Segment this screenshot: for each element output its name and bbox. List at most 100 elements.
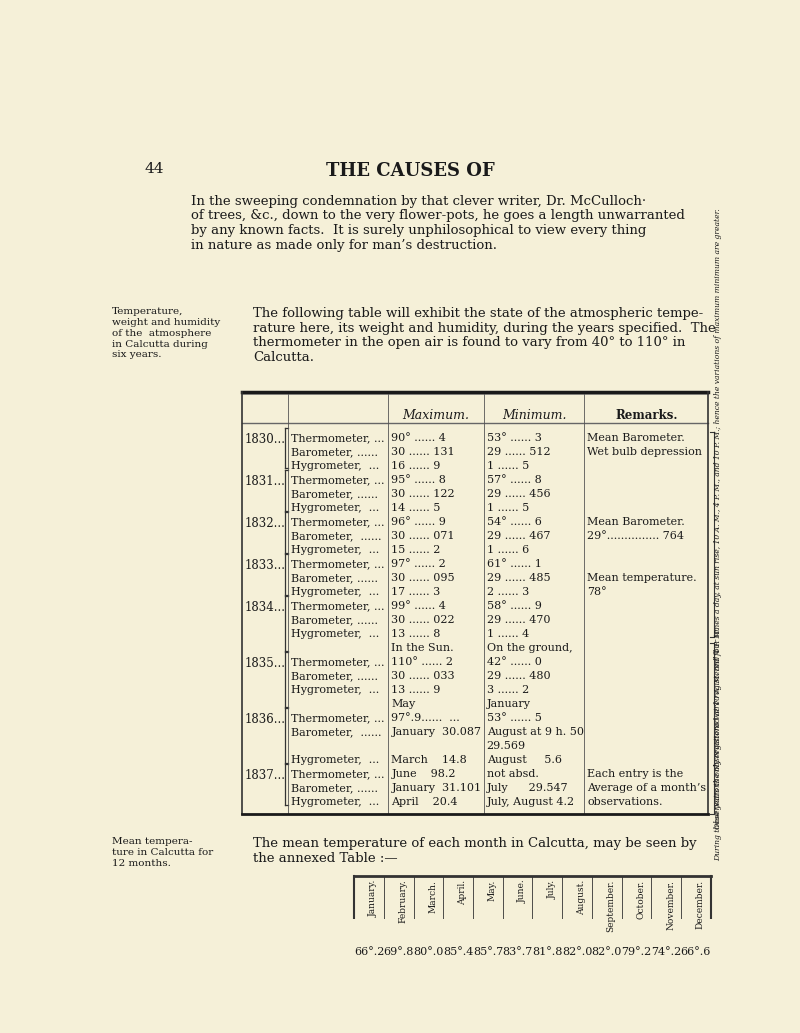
Text: Average of a month’s: Average of a month’s	[587, 783, 706, 793]
Text: 30 ...... 071: 30 ...... 071	[391, 531, 455, 541]
Text: August at 9 h. 50: August at 9 h. 50	[486, 727, 584, 737]
Text: 99° ...... 4: 99° ...... 4	[391, 601, 446, 611]
Text: ture in Calcutta for: ture in Calcutta for	[112, 848, 213, 857]
Text: July.: July.	[547, 880, 556, 899]
Text: July      29.547: July 29.547	[486, 783, 568, 793]
Text: The mean temperature of each month in Calcutta, may be seen by: The mean temperature of each month in Ca…	[254, 838, 697, 850]
Text: 97° ...... 2: 97° ...... 2	[391, 559, 446, 569]
Text: 1830...: 1830...	[244, 433, 285, 445]
Text: Barometer,  ......: Barometer, ......	[291, 531, 382, 541]
Text: 54° ...... 6: 54° ...... 6	[486, 516, 542, 527]
Text: 2 ...... 3: 2 ...... 3	[486, 587, 529, 597]
Text: 29 ...... 485: 29 ...... 485	[486, 573, 550, 583]
Text: THE CAUSES OF: THE CAUSES OF	[326, 162, 494, 181]
Text: May.: May.	[488, 880, 497, 901]
Text: 74°.2: 74°.2	[651, 947, 682, 958]
Text: Barometer, ......: Barometer, ......	[291, 446, 378, 457]
Text: Remarks.: Remarks.	[615, 409, 678, 421]
Text: 16 ...... 9: 16 ...... 9	[391, 461, 441, 471]
Text: June    98.2: June 98.2	[391, 769, 456, 779]
Text: 53° ...... 5: 53° ...... 5	[486, 713, 542, 723]
Text: 42° ...... 0: 42° ...... 0	[486, 657, 542, 667]
Text: in Calcutta during: in Calcutta during	[112, 340, 207, 348]
Text: On the ground,: On the ground,	[486, 643, 572, 653]
Text: Thermometer, ...: Thermometer, ...	[291, 475, 385, 484]
Text: 82°.0: 82°.0	[562, 947, 592, 958]
Text: Wet bulb depression: Wet bulb depression	[587, 446, 702, 457]
Text: Hygrometer,  ...: Hygrometer, ...	[291, 544, 380, 555]
Text: January.: January.	[369, 880, 378, 917]
Text: April.: April.	[458, 880, 467, 905]
Text: Barometer, ......: Barometer, ......	[291, 671, 378, 681]
Text: 14 ...... 5: 14 ...... 5	[391, 503, 441, 512]
Text: not absd.: not absd.	[486, 769, 538, 779]
Text: 1 ...... 6: 1 ...... 6	[486, 544, 529, 555]
Text: In the sweeping condemnation by that clever writer, Dr. McCulloch·: In the sweeping condemnation by that cle…	[191, 195, 646, 208]
Text: March.: March.	[429, 880, 438, 912]
Text: Calcutta.: Calcutta.	[254, 351, 314, 364]
Text: Thermometer, ...: Thermometer, ...	[291, 516, 385, 527]
Text: August.: August.	[577, 880, 586, 915]
Text: 13 ...... 8: 13 ...... 8	[391, 629, 441, 639]
Text: 44: 44	[145, 162, 165, 177]
Text: 29 ...... 467: 29 ...... 467	[486, 531, 550, 541]
Text: Each entry is the: Each entry is the	[587, 769, 684, 779]
Text: 1835...: 1835...	[244, 657, 285, 670]
Text: 90° ...... 4: 90° ...... 4	[391, 433, 446, 443]
Text: 66°.6: 66°.6	[681, 947, 711, 958]
Text: 78°: 78°	[587, 587, 607, 597]
Text: Minimum.: Minimum.	[502, 409, 566, 421]
Text: In the Sun.: In the Sun.	[391, 643, 454, 653]
Text: Hygrometer,  ...: Hygrometer, ...	[291, 755, 380, 765]
Text: 29 ...... 512: 29 ...... 512	[486, 446, 550, 457]
Text: 3 ...... 2: 3 ...... 2	[486, 685, 529, 695]
Text: Thermometer, ...: Thermometer, ...	[291, 769, 385, 779]
Text: March    14.8: March 14.8	[391, 755, 467, 765]
Text: 110° ...... 2: 110° ...... 2	[391, 657, 454, 667]
Text: 61° ...... 1: 61° ...... 1	[486, 559, 542, 569]
Text: the annexed Table :—: the annexed Table :—	[254, 852, 398, 865]
Text: Temperature,: Temperature,	[112, 307, 183, 316]
Text: Barometer, ......: Barometer, ......	[291, 489, 378, 499]
Text: thermometer in the open air is found to vary from 40° to 110° in: thermometer in the open air is found to …	[254, 337, 686, 349]
Text: Barometer, ......: Barometer, ......	[291, 573, 378, 583]
Text: Hygrometer,  ...: Hygrometer, ...	[291, 685, 380, 695]
Text: Thermometer, ...: Thermometer, ...	[291, 657, 385, 667]
Text: 1832...: 1832...	[244, 516, 285, 530]
Text: 81°.8: 81°.8	[532, 947, 562, 958]
Text: 66°.2: 66°.2	[354, 947, 384, 958]
Text: July, August 4.2: July, August 4.2	[486, 797, 575, 807]
Text: June.: June.	[518, 880, 526, 904]
Text: by any known facts.  It is surely unphilosophical to view every thing: by any known facts. It is surely unphilo…	[191, 224, 647, 237]
Text: 1831...: 1831...	[244, 475, 285, 488]
Text: 96° ...... 9: 96° ...... 9	[391, 516, 446, 527]
Text: 29°............... 764: 29°............... 764	[587, 531, 685, 541]
Text: October.: October.	[637, 880, 646, 918]
Text: 1833...: 1833...	[244, 559, 285, 572]
Text: 29 ...... 480: 29 ...... 480	[486, 671, 550, 681]
Text: Mean temperature.: Mean temperature.	[587, 573, 697, 583]
Text: 82°.0: 82°.0	[591, 947, 622, 958]
Text: observations.: observations.	[587, 797, 663, 807]
Text: Mean tempera-: Mean tempera-	[112, 838, 192, 846]
Text: 79°.2: 79°.2	[622, 947, 651, 958]
Text: Hygrometer,  ...: Hygrometer, ...	[291, 797, 380, 807]
Text: 15 ...... 2: 15 ...... 2	[391, 544, 441, 555]
Text: 1834...: 1834...	[244, 601, 285, 614]
Text: Thermometer, ...: Thermometer, ...	[291, 559, 385, 569]
Text: May: May	[391, 699, 416, 709]
Text: 1 ...... 5: 1 ...... 5	[486, 461, 529, 471]
Text: Hygrometer,  ...: Hygrometer, ...	[291, 503, 380, 512]
Text: Mean Barometer.: Mean Barometer.	[587, 516, 686, 527]
Text: Mean Barometer.: Mean Barometer.	[587, 433, 686, 443]
Text: 13 ...... 9: 13 ...... 9	[391, 685, 441, 695]
Text: 29.569: 29.569	[486, 741, 526, 751]
Text: rature here, its weight and humidity, during the years specified.  The: rature here, its weight and humidity, du…	[254, 322, 716, 335]
Text: August     5.6: August 5.6	[486, 755, 562, 765]
Text: in nature as made only for man’s destruction.: in nature as made only for man’s destruc…	[191, 239, 498, 252]
Text: 83°.7: 83°.7	[502, 947, 533, 958]
Text: 1 ...... 5: 1 ...... 5	[486, 503, 529, 512]
Text: weight and humidity: weight and humidity	[112, 318, 220, 327]
Text: January: January	[486, 699, 530, 709]
Text: 58° ...... 9: 58° ...... 9	[486, 601, 542, 611]
